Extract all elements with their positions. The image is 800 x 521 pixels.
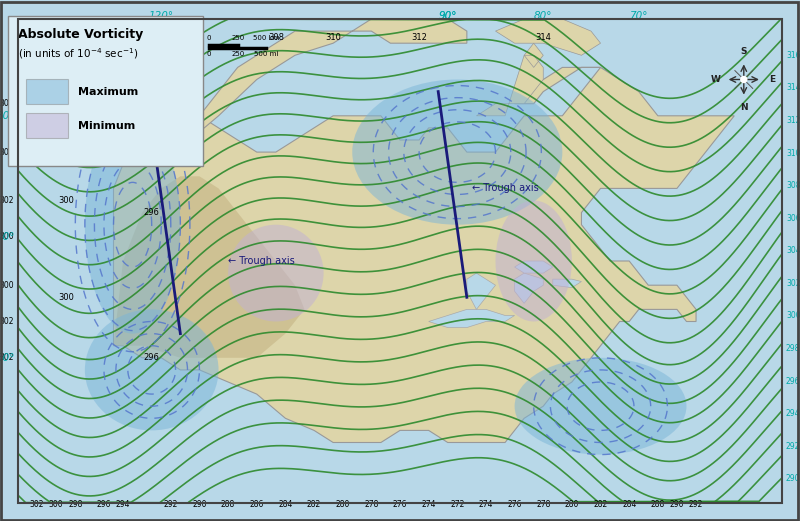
Text: 300: 300: [49, 500, 63, 509]
Text: 316: 316: [786, 51, 800, 60]
Text: 296: 296: [786, 377, 800, 386]
Text: 282: 282: [307, 500, 321, 509]
Text: 288: 288: [221, 500, 235, 509]
Text: E: E: [769, 75, 775, 84]
Text: 272: 272: [450, 500, 465, 509]
Text: 280: 280: [335, 500, 350, 509]
Text: Maximum: Maximum: [78, 87, 138, 97]
Ellipse shape: [85, 309, 218, 430]
Text: 304: 304: [0, 147, 14, 157]
Bar: [26, 79, 68, 104]
Text: 290: 290: [786, 474, 800, 483]
Text: 274: 274: [422, 500, 436, 509]
Text: 302: 302: [0, 196, 14, 205]
Text: 310: 310: [326, 33, 341, 42]
Text: 30°: 30°: [0, 111, 15, 121]
Polygon shape: [467, 273, 495, 309]
Text: 302: 302: [0, 353, 14, 362]
Text: 294: 294: [786, 409, 800, 418]
Text: 282: 282: [594, 500, 608, 509]
Text: 314: 314: [786, 83, 800, 92]
Text: 296: 296: [97, 500, 111, 509]
Text: 312: 312: [786, 116, 800, 125]
Text: W: W: [711, 75, 721, 84]
Text: 288: 288: [650, 500, 665, 509]
Ellipse shape: [352, 80, 562, 225]
Text: Minimum: Minimum: [78, 121, 135, 131]
Text: 0: 0: [206, 35, 211, 41]
Bar: [26, 113, 68, 138]
Text: 296: 296: [144, 208, 160, 217]
Text: 306: 306: [0, 99, 14, 108]
Text: 294: 294: [116, 500, 130, 509]
Text: 70°: 70°: [630, 11, 648, 21]
Polygon shape: [429, 309, 514, 328]
Text: 302: 302: [786, 279, 800, 288]
Text: 298: 298: [786, 344, 800, 353]
Text: 284: 284: [622, 500, 636, 509]
Ellipse shape: [495, 201, 572, 321]
Ellipse shape: [85, 116, 180, 333]
Circle shape: [741, 77, 747, 82]
Text: 278: 278: [364, 500, 378, 509]
Polygon shape: [190, 19, 467, 140]
Text: 90°: 90°: [438, 11, 457, 21]
Text: 286: 286: [250, 500, 264, 509]
Text: 300: 300: [786, 312, 800, 320]
Text: N: N: [740, 103, 748, 112]
Text: ← Trough axis: ← Trough axis: [472, 183, 538, 193]
Text: 308: 308: [786, 181, 800, 190]
Text: 314: 314: [535, 33, 551, 42]
Text: (in units of 10$^{-4}$ sec$^{-1}$): (in units of 10$^{-4}$ sec$^{-1}$): [18, 46, 138, 61]
Text: 276: 276: [507, 500, 522, 509]
Text: 250: 250: [231, 35, 244, 41]
Text: 312: 312: [411, 33, 427, 42]
Text: 284: 284: [278, 500, 293, 509]
Text: 302: 302: [0, 317, 14, 326]
Text: 304: 304: [786, 246, 800, 255]
Polygon shape: [553, 279, 582, 288]
Text: 120°: 120°: [149, 11, 174, 21]
Polygon shape: [514, 261, 553, 273]
Text: Absolute Vorticity: Absolute Vorticity: [18, 28, 143, 41]
Polygon shape: [495, 19, 601, 55]
Text: 300: 300: [0, 281, 14, 290]
Text: 310: 310: [786, 148, 800, 157]
Polygon shape: [477, 43, 543, 116]
Text: 0: 0: [206, 51, 211, 57]
Text: 40°: 40°: [0, 232, 15, 242]
Polygon shape: [114, 67, 734, 442]
Text: 274: 274: [478, 500, 493, 509]
Text: 302: 302: [30, 500, 44, 509]
Text: 292: 292: [689, 500, 703, 509]
Text: 250: 250: [231, 51, 244, 57]
Text: 80°: 80°: [534, 11, 553, 21]
Text: 292: 292: [164, 500, 178, 509]
Text: 308: 308: [268, 33, 284, 42]
Polygon shape: [514, 273, 543, 303]
Text: 278: 278: [536, 500, 550, 509]
Text: 290: 290: [670, 500, 684, 509]
Text: ← Trough axis: ← Trough axis: [228, 256, 295, 266]
Text: 298: 298: [68, 500, 82, 509]
Text: 500 km: 500 km: [253, 35, 279, 41]
Text: 300: 300: [58, 196, 74, 205]
Ellipse shape: [514, 358, 686, 455]
Text: 306: 306: [786, 214, 800, 222]
Text: 292: 292: [786, 442, 800, 451]
Polygon shape: [114, 176, 305, 358]
Text: 50°: 50°: [0, 353, 15, 363]
Ellipse shape: [228, 225, 323, 321]
Text: 280: 280: [565, 500, 579, 509]
Text: 90°: 90°: [438, 11, 457, 21]
Text: 276: 276: [393, 500, 407, 509]
Text: 296: 296: [144, 353, 160, 362]
FancyBboxPatch shape: [8, 16, 203, 166]
Text: S: S: [741, 47, 747, 56]
Text: 290: 290: [192, 500, 206, 509]
Text: 300: 300: [58, 293, 74, 302]
Text: 300: 300: [0, 232, 14, 241]
Text: 500 mi: 500 mi: [254, 51, 278, 57]
